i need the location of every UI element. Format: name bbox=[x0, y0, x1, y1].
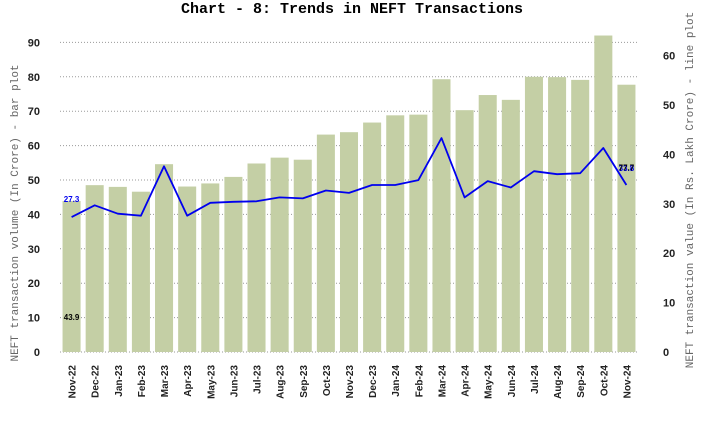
y-right-tick-label: 30 bbox=[663, 199, 675, 211]
x-tick-label: Mar-23 bbox=[160, 365, 171, 398]
y-left-tick-label: 30 bbox=[28, 244, 40, 256]
bar-Jan-24 bbox=[386, 115, 405, 352]
y-right-tick-label: 40 bbox=[663, 149, 675, 161]
y-left-tick-label: 10 bbox=[28, 313, 40, 325]
bar-Jul-24 bbox=[524, 76, 543, 353]
data-label-bar-first: 43.9 bbox=[64, 313, 80, 322]
x-tick-label: Mar-24 bbox=[438, 365, 449, 398]
bar-Feb-24 bbox=[409, 114, 428, 352]
bar-Jul-23 bbox=[247, 163, 266, 352]
y-left-tick-label: 70 bbox=[28, 106, 40, 118]
y-left-tick-label: 40 bbox=[28, 209, 40, 221]
x-tick-label: Oct-23 bbox=[322, 365, 333, 397]
y-left-tick-label: 60 bbox=[28, 141, 40, 153]
y-right-tick-label: 0 bbox=[663, 347, 669, 359]
x-tick-label: Jun-24 bbox=[507, 365, 518, 398]
x-tick-label: Oct-24 bbox=[599, 365, 610, 397]
bar-Mar-23 bbox=[155, 164, 174, 352]
bar-Nov-24 bbox=[617, 84, 636, 352]
x-axis: Nov-22 Dec-22 Jan-23 Feb-23 Mar-23 Apr-23 May-… bbox=[68, 365, 634, 399]
x-tick-label: Jan-24 bbox=[391, 365, 402, 397]
x-tick-label: Dec-23 bbox=[368, 365, 379, 398]
bar-Jan-23 bbox=[108, 186, 127, 352]
y-right-tick-label: 20 bbox=[663, 248, 675, 260]
x-tick-label: Jan-23 bbox=[114, 365, 125, 397]
x-tick-label: Jul-23 bbox=[253, 365, 264, 394]
bar-Aug-23 bbox=[270, 157, 289, 352]
y-left-tick-label: 0 bbox=[34, 347, 40, 359]
bar-Apr-23 bbox=[178, 186, 197, 352]
data-label-line-first: 27.3 bbox=[64, 195, 80, 204]
y-left-tick-label: 80 bbox=[28, 72, 40, 84]
bar-Aug-24 bbox=[548, 77, 567, 353]
y-right-tick-label: 60 bbox=[663, 51, 675, 63]
x-tick-label: Aug-23 bbox=[276, 365, 287, 399]
x-tick-label: Apr-23 bbox=[183, 365, 194, 397]
y-left-tick-label: 90 bbox=[28, 37, 40, 49]
y-axis-right-title: NEFT transaction value (In Rs. Lakh Cror… bbox=[685, 12, 697, 368]
line-value-series bbox=[71, 137, 628, 218]
x-tick-label: Jul-24 bbox=[530, 365, 541, 394]
x-tick-label: Dec-22 bbox=[91, 365, 102, 398]
x-tick-label: Jun-23 bbox=[229, 365, 240, 398]
x-tick-label: Aug-24 bbox=[553, 365, 564, 399]
bar-Oct-24 bbox=[594, 35, 613, 353]
bar-Sep-24 bbox=[571, 79, 590, 353]
line-series bbox=[71, 137, 628, 218]
y-axis-left-title: NEFT transaction volume (In Crore) - bar… bbox=[10, 64, 22, 361]
bar-Jun-24 bbox=[501, 99, 520, 353]
data-label-bar-last: 77.7 bbox=[619, 164, 635, 173]
bar-Dec-23 bbox=[363, 122, 382, 352]
y-axis-right: 0 10 20 30 40 50 60 bbox=[663, 51, 675, 359]
bar-Feb-23 bbox=[131, 191, 150, 352]
y-left-tick-label: 20 bbox=[28, 278, 40, 290]
data-labels: 27.3 43.9 33.8 77.7 bbox=[64, 164, 635, 322]
x-tick-label: Nov-22 bbox=[68, 365, 79, 399]
bar-Apr-24 bbox=[455, 110, 474, 352]
y-axis-left: 0 10 20 30 40 50 60 70 80 90 bbox=[28, 37, 40, 359]
bar-Jun-23 bbox=[224, 176, 243, 352]
x-tick-label: Nov-23 bbox=[345, 365, 356, 399]
bar-Dec-22 bbox=[85, 185, 104, 352]
bar-Oct-23 bbox=[316, 134, 335, 352]
x-tick-label: Feb-23 bbox=[137, 365, 148, 398]
bar-Nov-22 bbox=[62, 200, 81, 352]
bar-Mar-24 bbox=[432, 79, 451, 352]
bar-May-23 bbox=[201, 183, 220, 352]
data-label-line-last: 33.8 bbox=[619, 164, 635, 173]
x-tick-label: May-23 bbox=[206, 365, 217, 399]
bar-series bbox=[62, 35, 636, 353]
x-tick-label: Feb-24 bbox=[414, 365, 425, 398]
x-tick-label: Sep-23 bbox=[299, 365, 310, 398]
chart-title: Chart - 8: Trends in NEFT Transactions bbox=[181, 1, 523, 18]
bar-Nov-23 bbox=[339, 132, 359, 352]
y-left-tick-label: 50 bbox=[28, 175, 40, 187]
x-tick-label: Nov-24 bbox=[622, 365, 633, 399]
y-right-tick-label: 50 bbox=[663, 100, 675, 112]
bar-Sep-23 bbox=[293, 159, 312, 352]
y-right-tick-label: 10 bbox=[663, 298, 675, 310]
x-tick-label: Apr-24 bbox=[461, 365, 472, 397]
x-tick-label: May-24 bbox=[484, 365, 495, 399]
bar-May-24 bbox=[478, 95, 497, 353]
x-tick-label: Sep-24 bbox=[576, 365, 587, 398]
